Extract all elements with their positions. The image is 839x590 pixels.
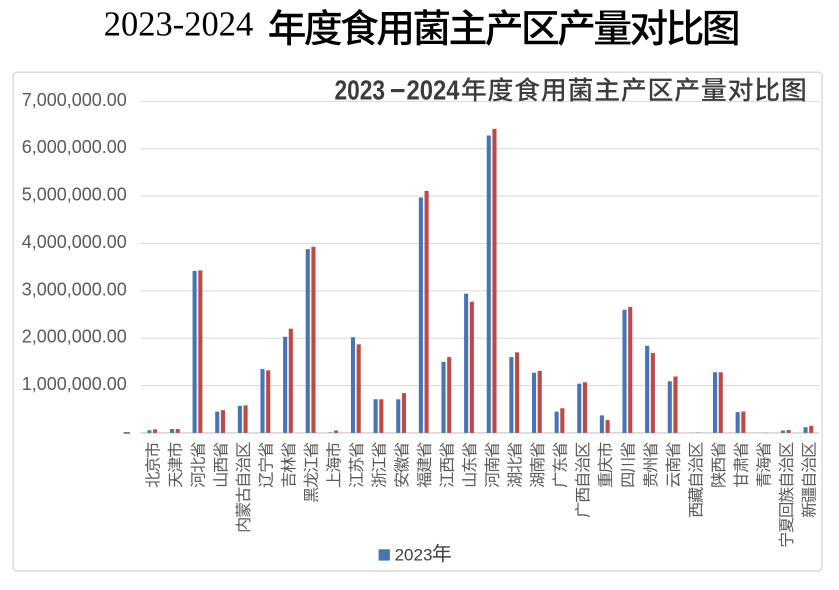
- svg-text:7,000,000.00: 7,000,000.00: [22, 90, 127, 110]
- svg-text:2023-2024: 2023-2024: [104, 5, 254, 43]
- svg-text:2,000,000.00: 2,000,000.00: [22, 327, 127, 347]
- svg-text:4,000,000.00: 4,000,000.00: [22, 232, 127, 252]
- svg-text:3,000,000.00: 3,000,000.00: [22, 279, 127, 299]
- svg-text:2023: 2023: [395, 546, 433, 565]
- svg-text:2023: 2023: [335, 75, 386, 106]
- svg-text:2024: 2024: [407, 75, 460, 106]
- svg-text:1,000,000.00: 1,000,000.00: [22, 374, 127, 394]
- svg-text:5,000,000.00: 5,000,000.00: [22, 185, 127, 205]
- svg-text:6,000,000.00: 6,000,000.00: [22, 137, 127, 157]
